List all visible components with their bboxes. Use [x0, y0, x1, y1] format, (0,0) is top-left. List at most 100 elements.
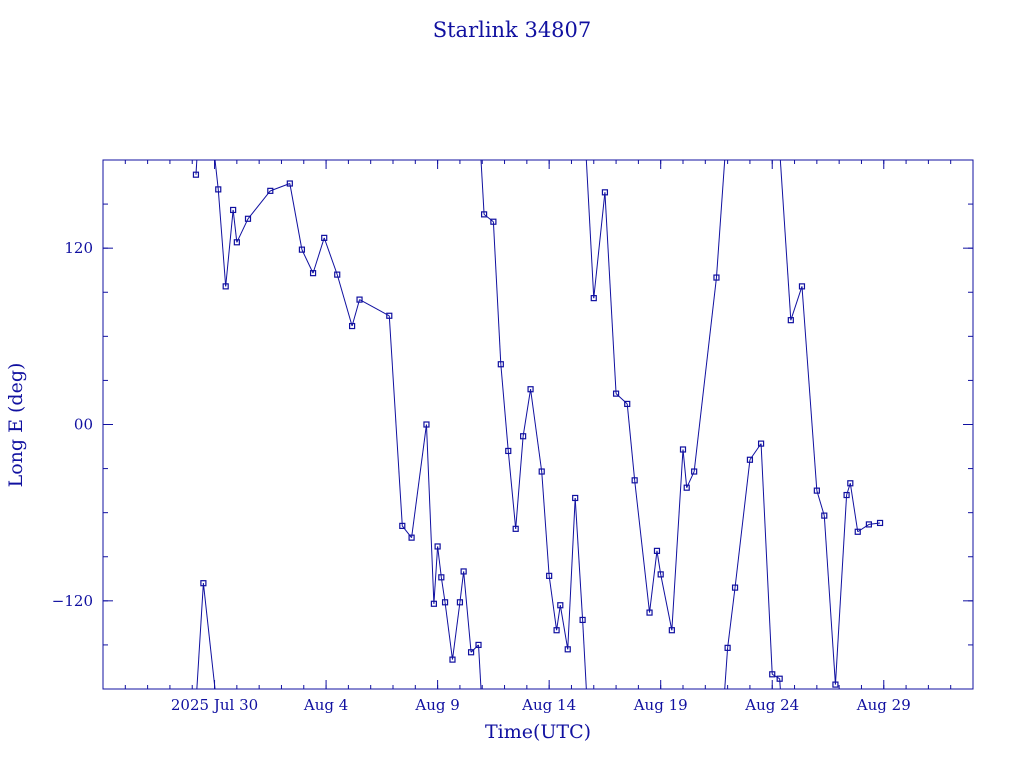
data-point — [813, 487, 820, 494]
series-segment — [656, 550, 662, 575]
series-segment — [530, 389, 543, 472]
data-point — [601, 189, 609, 196]
data-point — [668, 627, 675, 634]
data-point — [386, 312, 393, 319]
series-segment — [541, 471, 550, 576]
x-axis-label: Time(UTC) — [485, 721, 591, 743]
series-segment — [411, 424, 427, 538]
data-point — [460, 568, 467, 575]
data-point — [298, 246, 306, 253]
series-segment — [567, 497, 576, 650]
data-point — [769, 671, 776, 678]
series-segment — [649, 550, 658, 613]
series-segment — [507, 450, 517, 529]
series-segment — [451, 602, 461, 660]
data-point — [572, 494, 579, 502]
x-tick-label: Aug 4 — [303, 696, 348, 714]
series-segment — [693, 277, 717, 472]
data-point — [776, 675, 783, 682]
data-point — [679, 446, 687, 453]
data-point — [798, 283, 806, 290]
series-segment — [849, 483, 859, 532]
series-segment — [440, 577, 446, 603]
data-point — [731, 584, 739, 591]
data-point — [456, 599, 464, 606]
series-segment — [834, 495, 848, 685]
y-tick-label: −120 — [52, 592, 93, 610]
tick-labels: 2025 Jul 30 Aug 4 Aug 9 Aug 14 Aug 19 Aug 24 A… — [52, 239, 911, 714]
series-segment — [671, 449, 684, 631]
data-point — [309, 270, 317, 277]
data-point — [267, 187, 274, 194]
data-point — [321, 234, 328, 241]
series-segment — [433, 546, 439, 604]
data-point — [590, 295, 597, 302]
data-point — [865, 521, 872, 528]
data-point — [538, 468, 545, 475]
series-segment — [734, 459, 751, 588]
series-segment — [515, 436, 524, 529]
x-tick-label: Aug 24 — [744, 696, 799, 714]
data-point — [467, 649, 475, 656]
series-segment — [270, 183, 291, 192]
series-segment — [336, 274, 353, 327]
series-segment — [760, 443, 773, 675]
data-point — [787, 317, 794, 324]
data-point — [757, 440, 765, 447]
data-point — [215, 186, 222, 193]
data-point — [624, 400, 631, 408]
series-segment — [715, 160, 726, 278]
data-point — [546, 572, 553, 579]
data-point — [843, 491, 850, 499]
data-point — [441, 599, 449, 606]
chart-title: Starlink 34807 — [433, 18, 592, 42]
series-segment — [323, 237, 338, 275]
series-segment — [779, 678, 781, 689]
data-point — [334, 271, 341, 278]
data-point — [631, 477, 638, 484]
series-segment — [196, 583, 204, 689]
data-point — [505, 447, 512, 455]
series-segment — [593, 192, 606, 299]
series-segment — [724, 647, 729, 689]
data-point — [475, 641, 482, 649]
data-point — [399, 522, 406, 529]
data-point — [854, 528, 861, 535]
series-segment — [615, 393, 628, 405]
data-point — [653, 547, 661, 554]
data-point — [438, 574, 445, 581]
series-segment — [626, 403, 636, 481]
data-point — [847, 480, 854, 487]
data-point — [579, 616, 586, 624]
series-segment — [351, 299, 361, 327]
x-tick-label: Aug 19 — [633, 696, 688, 714]
data-point — [430, 600, 437, 607]
x-tick-label: Aug 14 — [521, 696, 576, 714]
series-segment — [480, 160, 485, 215]
series-segment — [574, 497, 584, 620]
data-point — [657, 571, 664, 578]
data-point — [449, 656, 456, 663]
plot-frame — [102, 159, 974, 690]
data-point — [724, 644, 731, 651]
series-segment — [202, 583, 216, 689]
series-segment — [790, 286, 803, 321]
data-point — [564, 646, 571, 653]
series-segment — [816, 490, 825, 516]
series-segment — [444, 602, 453, 660]
data-point — [683, 484, 690, 491]
data-point — [746, 456, 754, 463]
series-group — [192, 160, 884, 689]
series-segment — [312, 237, 325, 274]
data-point — [200, 580, 207, 587]
series-segment — [857, 524, 870, 533]
series-segment — [801, 286, 818, 491]
series-segment — [463, 571, 472, 653]
series-segment — [779, 160, 792, 321]
data-point — [480, 211, 488, 218]
series-segment — [500, 364, 509, 451]
series-segment — [401, 525, 412, 538]
series-segment — [492, 221, 502, 365]
series-segment — [470, 644, 479, 653]
data-point — [832, 681, 839, 688]
